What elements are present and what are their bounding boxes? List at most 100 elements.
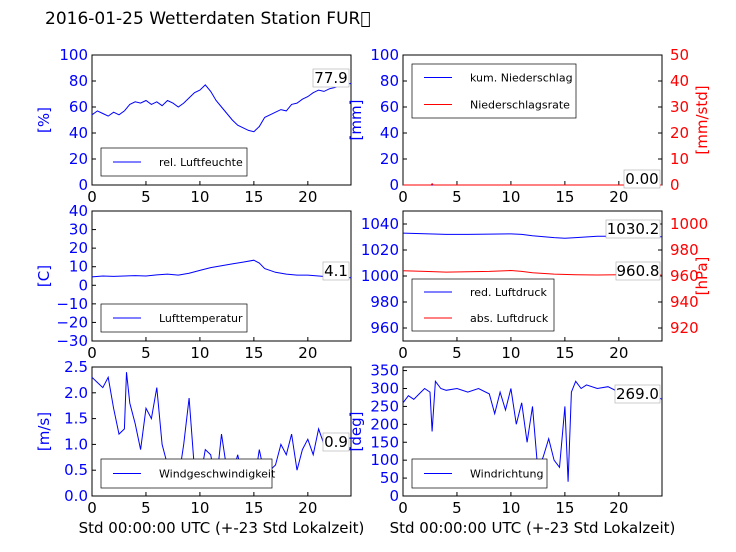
xtick-label-precipitation: 15 — [555, 188, 574, 206]
ytick-label-humidity: 60 — [69, 98, 88, 116]
series-line-humidity-0 — [91, 83, 351, 133]
ytick-label-temperature: 10 — [69, 258, 88, 276]
legend-box-temperature — [100, 303, 248, 333]
ytick-label-precipitation: 60 — [380, 98, 399, 116]
ylabel-windspeed: [m/s] — [35, 412, 53, 451]
ytick-label-temperature: 40 — [69, 202, 88, 220]
ytick-label-pressure: 980 — [370, 293, 399, 311]
legend-box-pressure — [411, 278, 555, 332]
ytick-label-winddirection: 200 — [370, 415, 399, 433]
xlabel-windspeed: Std 00:00:00 UTC (+-23 Std Lokalzeit) — [79, 519, 365, 537]
ytick-label-precipitation: 0 — [389, 176, 399, 194]
xtick-label-temperature: 15 — [244, 344, 263, 362]
value-label-precipitation: 0.00 — [625, 170, 658, 188]
xtick-label-winddirection: 0 — [398, 499, 408, 517]
value-label-pressure: 1030.2 — [607, 220, 660, 238]
series-line-temperature-0 — [91, 259, 352, 279]
legend-label-winddirection-0: Windrichtung — [470, 468, 543, 481]
xtick-label-windspeed: 0 — [87, 499, 97, 517]
ytick-label-pressure: 1020 — [361, 241, 399, 259]
ytick-label-temperature: 30 — [69, 221, 88, 239]
ytick-label-windspeed: 1.0 — [64, 435, 88, 453]
xlabel-winddirection: Std 00:00:00 UTC (+-23 Std Lokalzeit) — [390, 519, 676, 537]
ytick-label-right-pressure: 940 — [670, 293, 699, 311]
value-label-pressure: 960.8 — [617, 262, 660, 280]
ytick-label-right-precipitation: 40 — [670, 72, 689, 90]
xtick-label-winddirection: 10 — [501, 499, 520, 517]
ytick-label-precipitation: 40 — [380, 124, 399, 142]
ytick-label-right-precipitation: 50 — [670, 46, 689, 64]
ytick-label-temperature: 0 — [78, 276, 88, 294]
value-box-winddirection — [614, 384, 661, 404]
xtick-label-winddirection: 20 — [609, 499, 628, 517]
xtick-label-precipitation: 10 — [501, 188, 520, 206]
xtick-label-windspeed: 20 — [298, 499, 317, 517]
ytick-label-temperature: −30 — [56, 332, 88, 350]
ytick-label-humidity: 0 — [78, 176, 88, 194]
xtick-label-temperature: 10 — [190, 344, 209, 362]
xtick-label-pressure: 20 — [609, 344, 628, 362]
ytick-label-right-precipitation: 10 — [670, 150, 689, 168]
legend-label-humidity-0: rel. Luftfeuchte — [159, 156, 243, 169]
ytick-label-pressure: 1000 — [361, 267, 399, 285]
ytick-label-winddirection: 350 — [370, 362, 399, 380]
ytick-label-humidity: 40 — [69, 124, 88, 142]
ytick-label-windspeed: 1.5 — [64, 410, 88, 428]
ylabel-winddirection: [deg] — [347, 412, 365, 452]
xtick-label-windspeed: 15 — [244, 499, 263, 517]
xtick-label-precipitation: 20 — [609, 188, 628, 206]
xtick-label-pressure: 0 — [398, 344, 408, 362]
xtick-label-winddirection: 5 — [452, 499, 462, 517]
ytick-label-winddirection: 50 — [380, 469, 399, 487]
ytick-label-humidity: 100 — [59, 46, 88, 64]
xtick-label-humidity: 20 — [298, 188, 317, 206]
ytick-label-right-precipitation: 0 — [670, 176, 680, 194]
ytick-label-right-pressure: 960 — [670, 267, 699, 285]
ytick-label-right-precipitation: 30 — [670, 98, 689, 116]
ytick-label-right-precipitation: 20 — [670, 124, 689, 142]
ytick-label-humidity: 20 — [69, 150, 88, 168]
legend-label-pressure-1: abs. Luftdruck — [470, 312, 549, 325]
xtick-label-humidity: 5 — [141, 188, 151, 206]
series-line-pressure-1 — [402, 269, 663, 276]
series-line-winddirection-0 — [402, 379, 663, 482]
value-label-humidity: 77.9 — [314, 69, 347, 87]
legend-label-pressure-0: red. Luftdruck — [470, 286, 547, 299]
value-label-winddirection: 269.0 — [616, 385, 659, 403]
legend-label-precipitation-0: kum. Niederschlag — [470, 72, 573, 85]
xtick-label-temperature: 0 — [87, 344, 97, 362]
series-line-precipitation-1 — [403, 182, 662, 186]
ytick-label-windspeed: 0.5 — [64, 461, 88, 479]
value-box-pressure — [615, 261, 661, 281]
ytick-label-windspeed: 0.0 — [64, 487, 88, 505]
legend-label-windspeed-0: Windgeschwindigkeit — [159, 468, 276, 481]
ytick-label-windspeed: 2.5 — [64, 358, 88, 376]
ytick-label-temperature: −20 — [56, 313, 88, 331]
xtick-label-humidity: 0 — [87, 188, 97, 206]
ylabel-precipitation: [mm] — [347, 100, 365, 141]
ytick-label-winddirection: 300 — [370, 380, 399, 398]
legend-box-precipitation — [411, 63, 577, 119]
ytick-label-winddirection: 100 — [370, 451, 399, 469]
ytick-label-precipitation: 100 — [370, 46, 399, 64]
value-box-temperature — [322, 261, 350, 281]
ytick-label-precipitation: 20 — [380, 150, 399, 168]
ytick-label-right-pressure: 1000 — [670, 215, 708, 233]
ylabel-right-pressure: [hPa] — [693, 257, 711, 296]
ytick-label-winddirection: 0 — [389, 487, 399, 505]
ytick-label-right-pressure: 980 — [670, 241, 699, 259]
ylabel-right-precipitation: [mm/std] — [693, 85, 711, 154]
xtick-label-precipitation: 0 — [398, 188, 408, 206]
xtick-label-pressure: 5 — [452, 344, 462, 362]
xtick-label-winddirection: 15 — [555, 499, 574, 517]
xtick-label-temperature: 20 — [298, 344, 317, 362]
ytick-label-humidity: 80 — [69, 72, 88, 90]
xtick-label-temperature: 5 — [141, 344, 151, 362]
xtick-label-precipitation: 5 — [452, 188, 462, 206]
xtick-label-humidity: 15 — [244, 188, 263, 206]
ytick-label-windspeed: 2.0 — [64, 384, 88, 402]
xtick-label-pressure: 15 — [555, 344, 574, 362]
xtick-label-pressure: 10 — [501, 344, 520, 362]
ytick-label-temperature: −10 — [56, 295, 88, 313]
